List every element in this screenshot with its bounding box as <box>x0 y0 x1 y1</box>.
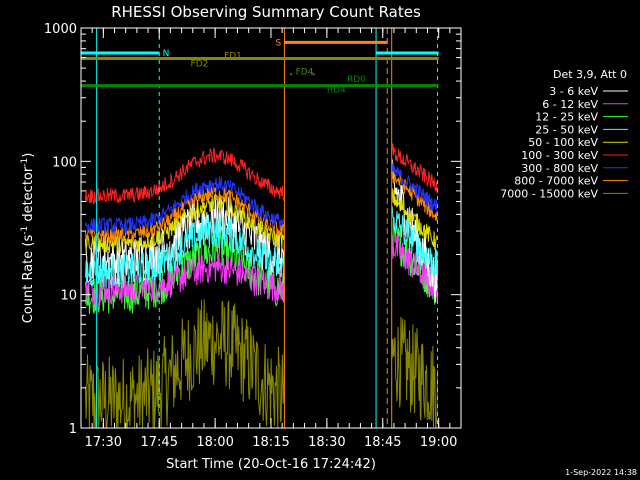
legend-label-3: 25 - 50 keV <box>535 123 598 136</box>
series-line-6 <box>85 161 438 234</box>
legend-label-7: 800 - 7000 keV <box>514 175 598 188</box>
series-line-5 <box>85 143 438 205</box>
legend-label-1: 6 - 12 keV <box>542 98 598 111</box>
legend-header: Det 3,9, Att 0 <box>553 68 627 81</box>
legend-label-5: 100 - 300 keV <box>521 149 598 162</box>
marker-label-fd1: FD1 <box>224 52 242 62</box>
xtick-label: 18:00 <box>196 435 233 450</box>
marker-label-rd0: RD0 <box>347 75 366 85</box>
legend-label-8: 7000 - 15000 keV <box>500 187 598 200</box>
legend-label-0: 3 - 6 keV <box>549 85 598 98</box>
fd4-point <box>290 73 293 76</box>
series-line-4 <box>85 188 438 254</box>
y-axis: 1000 100 10 1 <box>44 22 461 437</box>
xtick-label: 18:15 <box>252 435 289 450</box>
x-axis-label: Start Time (20-Oct-16 17:24:42) <box>166 457 376 472</box>
xtick-label: 19:00 <box>420 435 457 450</box>
x-axis: 17:30 17:45 18:00 18:15 18:30 18:45 19:00 <box>80 28 457 450</box>
timestamp: 1-Sep-2022 14:38 <box>565 468 637 477</box>
xtick-label: 17:45 <box>141 435 178 450</box>
chart-title: RHESSI Observing Summary Count Rates <box>111 3 421 21</box>
ytick-label: 1000 <box>44 22 77 37</box>
series-line-1 <box>85 234 438 306</box>
marker-label-fd2: FD2 <box>191 60 209 70</box>
marker-label-fd4: FD4 <box>296 68 314 78</box>
y-axis-label: Count Rate (s-1 detector-1) <box>20 153 36 324</box>
ytick-label: 100 <box>52 155 77 170</box>
legend-label-2: 12 - 25 keV <box>535 111 598 124</box>
xtick-label: 18:30 <box>308 435 345 450</box>
ytick-label: 10 <box>60 289 77 304</box>
legend-label-4: 50 - 100 keV <box>528 136 598 149</box>
legend-label-6: 300 - 800 keV <box>521 162 598 175</box>
series-line-0 <box>85 159 438 303</box>
xtick-label: 17:30 <box>85 435 122 450</box>
series-line-3 <box>85 205 438 289</box>
ytick-label: 1 <box>69 422 77 437</box>
marker-label-s: S <box>275 38 281 48</box>
marker-label-n: N <box>163 49 170 59</box>
series-line-8 <box>85 299 438 428</box>
marker-label-rd4: RD4 <box>327 86 346 96</box>
fd4-point-2 <box>312 73 315 76</box>
xtick-label: 18:45 <box>364 435 401 450</box>
